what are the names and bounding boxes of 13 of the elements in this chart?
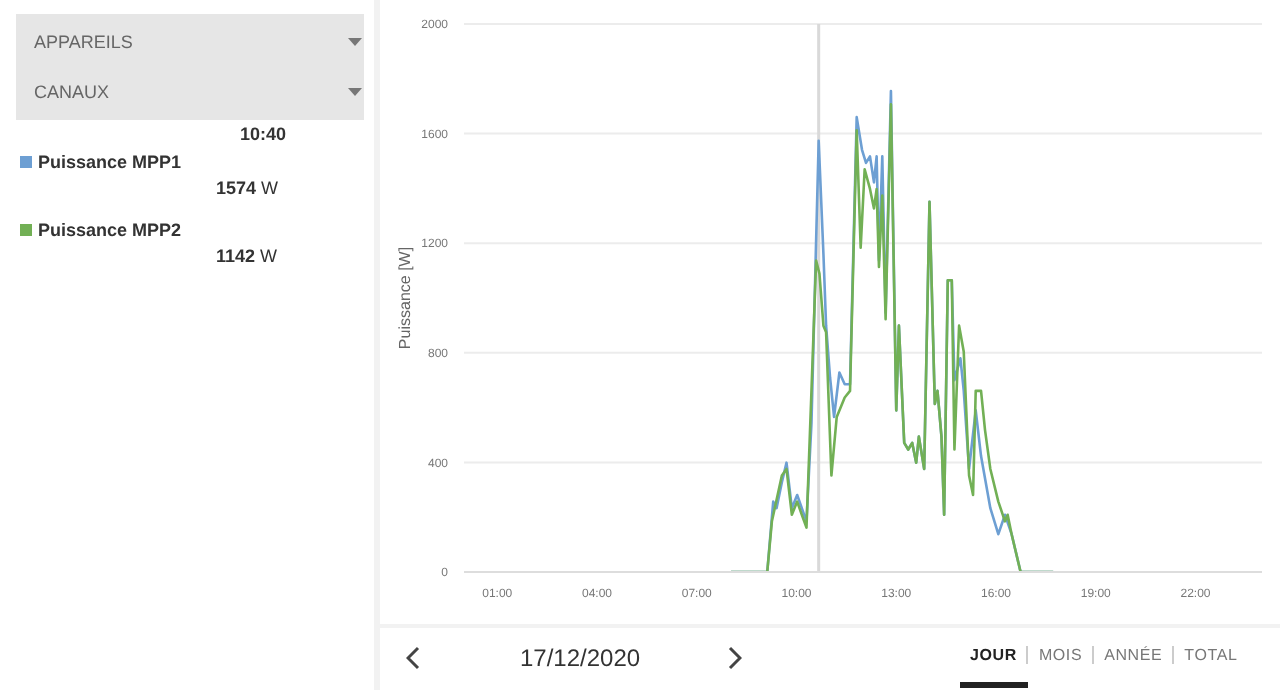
text: TOTAL bbox=[1172, 646, 1248, 664]
text: JOUR bbox=[968, 646, 1019, 664]
text: CANAUX bbox=[34, 82, 110, 102]
text: 1142 W bbox=[216, 246, 278, 266]
text: 1574 W bbox=[216, 178, 279, 198]
text: APPAREILS bbox=[34, 32, 133, 52]
text: ANNÉE bbox=[1092, 646, 1173, 664]
text: MOIS bbox=[1026, 646, 1093, 664]
y-axis-title: Puissance [W] bbox=[395, 246, 414, 350]
legend-label: Puissance MPP1 bbox=[38, 152, 182, 172]
legend-label: Puissance MPP2 bbox=[38, 220, 182, 240]
text: 17/12/2020 bbox=[520, 644, 641, 672]
text: 10:40 bbox=[240, 124, 287, 144]
